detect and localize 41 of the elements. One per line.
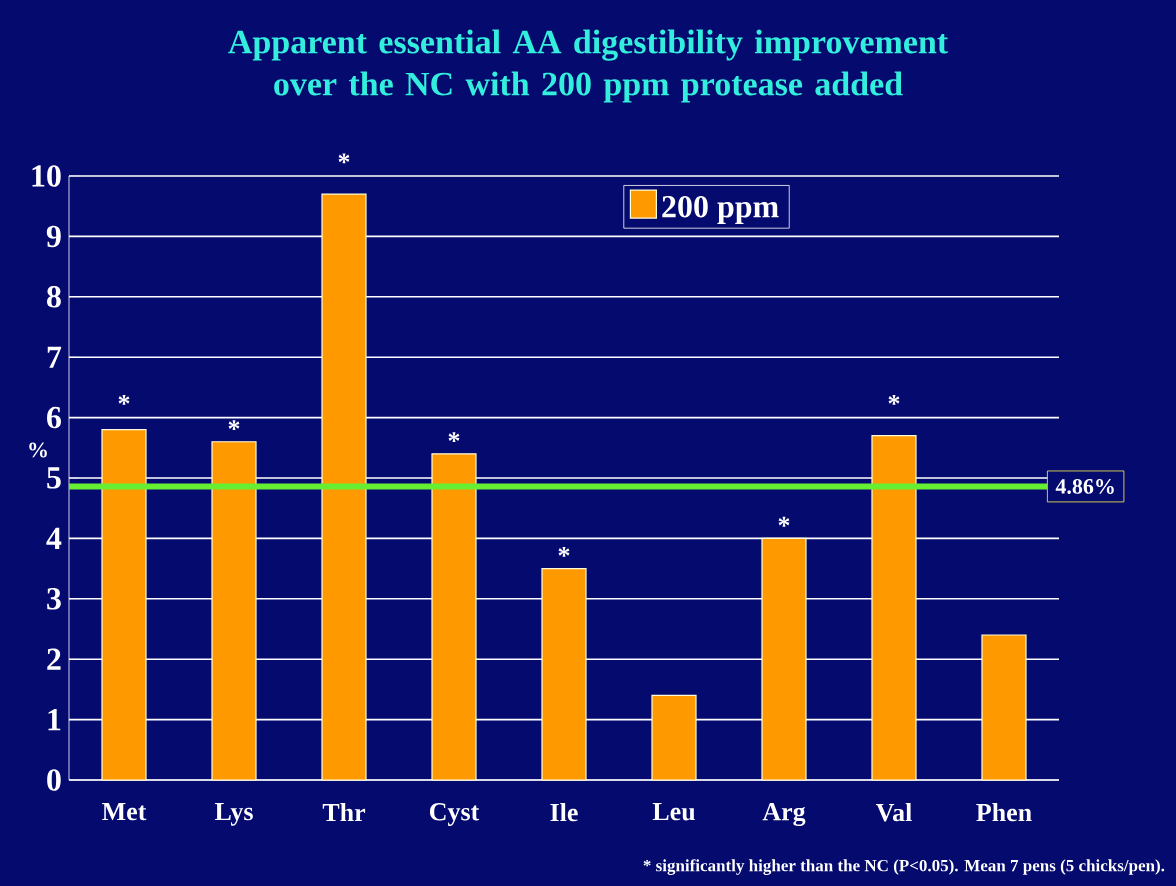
y-tick-label: 9 — [46, 225, 61, 248]
x-tick-label: Phen — [976, 803, 1032, 822]
bar — [541, 567, 587, 781]
ref-line-label: 4.86% — [1055, 478, 1114, 494]
x-tick-label: Thr — [322, 803, 366, 822]
bar — [211, 441, 257, 781]
y-tick-label: 5 — [47, 467, 61, 489]
legend-label: 200 ppm — [662, 195, 779, 224]
x-tick-label: Met — [102, 803, 147, 821]
y-tick-label: 10 — [32, 165, 61, 187]
bar — [321, 193, 367, 781]
y-tick-label: 2 — [47, 648, 61, 670]
bar — [431, 453, 477, 781]
annotation: * — [888, 395, 900, 405]
chart-title: Apparent essential AA digestibility improvement over the NC with 200 ppm protease added — [228, 29, 949, 103]
y-tick-label: 0 — [47, 769, 61, 791]
y-tick-label: 4 — [46, 527, 62, 549]
x-tick-label: Lys — [214, 803, 253, 826]
y-tick-label: 3 — [47, 588, 61, 610]
annotation: * — [338, 153, 350, 164]
text: * significantly higher than the NC (P<0.05). Mean 7 pens (5 chicks/pen). — [643, 859, 1165, 875]
annotation: * — [228, 420, 240, 430]
bar — [101, 429, 147, 781]
y-tick-label: 7 — [47, 346, 62, 368]
y-axis-title: % — [29, 442, 47, 458]
bar — [761, 537, 807, 781]
annotation: * — [118, 395, 130, 405]
bar — [871, 435, 917, 781]
x-tick-label: Ile — [550, 803, 578, 822]
annotation: * — [558, 547, 570, 557]
y-tick-label: 1 — [48, 709, 61, 731]
x-tick-label: Leu — [652, 803, 695, 821]
x-tick-label: Val — [875, 803, 912, 822]
x-tick-label: Arg — [762, 803, 806, 826]
bar — [651, 694, 697, 781]
y-tick-label: 8 — [47, 286, 61, 308]
annotation: * — [778, 516, 790, 527]
x-tick-label: Cyst — [429, 803, 480, 826]
annotation: * — [448, 432, 460, 443]
bar — [981, 634, 1027, 781]
y-tick-label: 6 — [47, 406, 61, 429]
